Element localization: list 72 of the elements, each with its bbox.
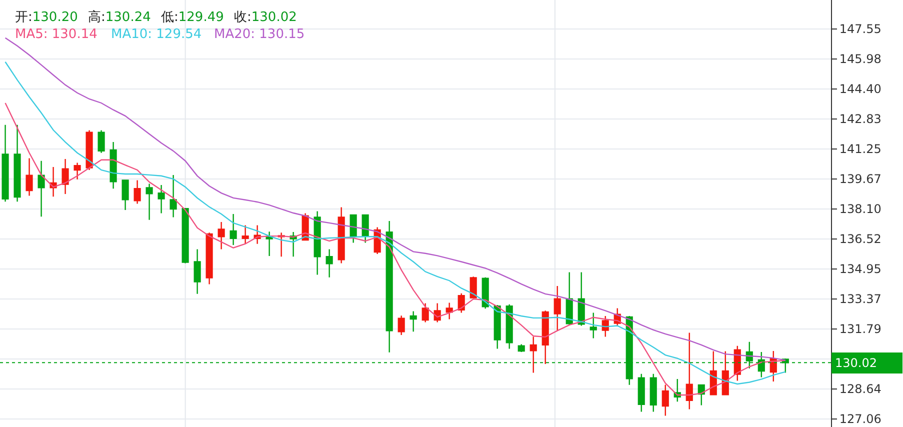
candlestick: [494, 304, 501, 350]
candlestick: [218, 221, 225, 250]
candlestick: [362, 214, 369, 244]
text: MA20: 130.15: [214, 27, 305, 42]
candlestick: [386, 220, 393, 353]
candlestick: [470, 276, 477, 299]
candlestick: [650, 373, 657, 412]
candlestick: [638, 373, 645, 412]
candlestick: [38, 160, 45, 218]
candlestick: [326, 248, 333, 278]
text: MA5: 130.14: [15, 27, 98, 42]
text: MA10: 129.54: [111, 27, 202, 42]
y-tick-label: 128.64: [839, 382, 882, 396]
candlestick: [134, 180, 141, 204]
candlestick: [554, 285, 561, 332]
y-tick-label: 138.10: [839, 202, 882, 216]
candlestick: [314, 210, 321, 276]
y-tick-label: 145.98: [839, 52, 882, 66]
candlestick: [662, 384, 669, 416]
candlestick: [566, 272, 573, 326]
candlestick: [110, 141, 117, 190]
candlestick: [266, 231, 273, 257]
candlestick: [722, 350, 729, 396]
candlestick: [86, 130, 93, 171]
candlestick: [710, 350, 717, 396]
candlestick: [542, 310, 549, 365]
candlestick: [62, 158, 69, 195]
candlestick: [506, 304, 513, 350]
candlestick: [530, 336, 537, 374]
y-tick-label: 131.79: [839, 322, 882, 336]
candlestick: [122, 180, 129, 211]
candlestick: [146, 183, 153, 220]
candlestick: [26, 158, 33, 196]
y-tick-label: 134.95: [839, 262, 882, 276]
candlestick: [398, 315, 405, 336]
line-series: [4, 102, 786, 396]
annotation: 高:130.24: [88, 9, 151, 25]
candlestick: [482, 276, 489, 310]
candlestick: [602, 315, 609, 338]
y-tick-label: 147.55: [839, 22, 882, 36]
candlestick: [158, 184, 165, 214]
candlestick: [182, 208, 189, 264]
y-tick-label: 142.83: [839, 112, 882, 126]
y-tick-label: 139.67: [839, 172, 882, 186]
candlestick: [230, 213, 237, 246]
candlestick: [14, 124, 21, 202]
y-tick-label: 133.37: [839, 292, 882, 306]
annotation: 低:129.49: [161, 10, 224, 25]
candlestick: [206, 232, 213, 285]
candlestick: [518, 344, 525, 353]
candlestick: [2, 124, 9, 202]
candlestick: [446, 302, 453, 320]
candlestick: [98, 130, 105, 154]
ref-line-label: 130.02: [835, 356, 877, 370]
annotation: 开:130.20: [15, 10, 78, 25]
y-tick-label: 144.40: [839, 82, 882, 96]
y-tick-label: 127.06: [839, 412, 882, 426]
candlestick: [578, 272, 585, 326]
candlestick: [686, 332, 693, 410]
candlestick: [338, 206, 345, 264]
candlestick: [422, 302, 429, 323]
candlestick: [170, 174, 177, 218]
y-tick-label: 136.52: [839, 232, 882, 246]
candlestick: [74, 162, 81, 180]
candlestick: [242, 224, 249, 244]
candlestick: [410, 310, 417, 332]
candlestick: [350, 214, 357, 244]
candlestick: [590, 312, 597, 339]
candlestick: [458, 292, 465, 314]
annotation: 收:130.02: [234, 10, 297, 25]
candlestick: [194, 248, 201, 295]
y-tick-label: 141.25: [839, 142, 882, 156]
